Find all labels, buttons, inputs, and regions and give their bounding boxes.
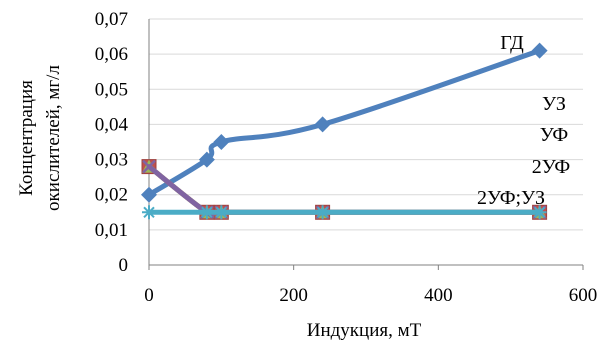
- x-tick-label: 200: [279, 285, 308, 306]
- x-axis-title: Индукция, мТ: [307, 320, 422, 341]
- y-tick-label: 0,05: [95, 79, 128, 100]
- series-labels: ГД УЗ УФ 2УФ 2УФ;УЗ: [477, 32, 570, 209]
- series-label: УФ: [540, 124, 568, 146]
- data-point-diamond: [213, 134, 230, 150]
- y-tick-label: 0,07: [95, 9, 128, 30]
- series-line: [146, 48, 543, 198]
- data-point-star: [532, 205, 547, 220]
- series-label: 2УФ;УЗ: [477, 187, 545, 209]
- x-tick-labels: 0 200 400 600: [144, 285, 597, 306]
- data-point-diamond: [531, 42, 548, 59]
- series-2УФ;УЗ: [142, 205, 547, 220]
- y-tick-label: 0,03: [95, 150, 128, 171]
- data-point-x: [142, 159, 156, 174]
- series-ГД: [141, 42, 548, 203]
- axes: [148, 19, 584, 270]
- x-tick-label: 400: [424, 285, 453, 306]
- series-label: 2УФ: [532, 156, 570, 178]
- x-tick-label: 0: [144, 285, 154, 306]
- x-tick-label: 600: [569, 285, 598, 306]
- y-axis-title-line2: окислителей, мг/л: [43, 65, 64, 211]
- data-point-star: [142, 205, 156, 220]
- y-tick-labels: 0 0,01 0,02 0,03 0,04 0,05 0,06 0,07: [95, 9, 129, 276]
- y-tick-label: 0,01: [95, 220, 128, 241]
- data-point-star: [315, 205, 330, 220]
- series-label: УЗ: [542, 93, 566, 115]
- y-tick-label: 0: [119, 255, 129, 276]
- y-tick-label: 0,06: [95, 44, 128, 65]
- data-point-diamond: [141, 186, 157, 203]
- data-point-diamond: [198, 151, 215, 168]
- series-label: ГД: [500, 32, 524, 54]
- data-point-star: [199, 205, 214, 220]
- series-group: [141, 42, 548, 220]
- y-tick-label: 0,04: [95, 114, 129, 135]
- y-axis-title-line1: Концентрация: [16, 80, 37, 196]
- data-point-diamond: [314, 116, 331, 133]
- gridlines: [149, 18, 583, 231]
- y-tick-label: 0,02: [95, 185, 128, 206]
- data-point-star: [214, 205, 229, 220]
